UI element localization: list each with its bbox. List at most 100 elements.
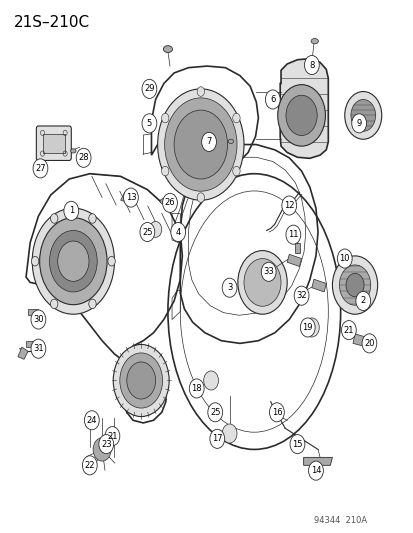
Circle shape: [209, 429, 224, 448]
Circle shape: [161, 114, 169, 123]
Circle shape: [261, 262, 275, 281]
Circle shape: [339, 265, 370, 305]
Polygon shape: [28, 309, 38, 316]
Circle shape: [31, 339, 46, 358]
Polygon shape: [303, 457, 332, 465]
Text: 6: 6: [269, 95, 275, 104]
Text: 7: 7: [206, 138, 211, 147]
FancyBboxPatch shape: [36, 126, 71, 160]
Circle shape: [207, 403, 222, 422]
Circle shape: [82, 456, 97, 475]
Text: 9: 9: [356, 119, 361, 128]
Ellipse shape: [163, 46, 172, 53]
Text: 8: 8: [309, 61, 314, 69]
Text: 18: 18: [191, 384, 202, 393]
Text: 17: 17: [211, 434, 222, 443]
Ellipse shape: [228, 139, 233, 143]
Circle shape: [308, 461, 323, 480]
Circle shape: [142, 114, 157, 133]
Text: 26: 26: [164, 198, 175, 207]
Text: 4: 4: [175, 228, 180, 237]
Ellipse shape: [310, 38, 318, 44]
Text: 1: 1: [69, 206, 74, 215]
Circle shape: [197, 193, 204, 203]
Text: 5: 5: [147, 119, 152, 128]
Text: 30: 30: [33, 315, 44, 324]
Circle shape: [281, 196, 296, 215]
Text: 13: 13: [125, 193, 136, 202]
Circle shape: [57, 241, 89, 281]
Circle shape: [88, 214, 96, 223]
Circle shape: [285, 225, 300, 244]
Circle shape: [31, 256, 39, 266]
Text: 25: 25: [142, 228, 152, 237]
Polygon shape: [120, 192, 133, 203]
Text: 16: 16: [271, 408, 282, 417]
Circle shape: [164, 98, 237, 191]
Bar: [43, 134, 65, 152]
Text: 2: 2: [360, 296, 365, 305]
Circle shape: [345, 273, 363, 297]
Text: 33: 33: [263, 268, 273, 276]
Polygon shape: [311, 279, 325, 292]
Circle shape: [197, 87, 204, 96]
Circle shape: [119, 353, 162, 408]
Text: 3: 3: [226, 283, 232, 292]
Circle shape: [201, 132, 216, 151]
Circle shape: [99, 434, 114, 454]
Circle shape: [50, 214, 58, 223]
Circle shape: [31, 310, 46, 329]
Circle shape: [285, 95, 316, 135]
Circle shape: [108, 256, 115, 266]
Circle shape: [269, 403, 284, 422]
Circle shape: [355, 292, 370, 311]
Circle shape: [277, 85, 325, 146]
Circle shape: [304, 318, 318, 337]
Circle shape: [40, 217, 107, 305]
Circle shape: [222, 278, 237, 297]
Text: 10: 10: [339, 254, 349, 263]
Text: 24: 24: [86, 416, 97, 425]
Circle shape: [142, 79, 157, 99]
Circle shape: [140, 222, 154, 241]
Circle shape: [361, 334, 376, 353]
Circle shape: [126, 362, 155, 399]
Circle shape: [84, 411, 99, 430]
Text: 23: 23: [101, 440, 111, 449]
Text: 15: 15: [292, 440, 302, 449]
Circle shape: [157, 89, 243, 200]
Text: 32: 32: [296, 291, 306, 300]
Polygon shape: [352, 334, 368, 347]
Ellipse shape: [71, 149, 76, 153]
Circle shape: [171, 222, 185, 241]
Circle shape: [265, 90, 280, 109]
Ellipse shape: [160, 199, 167, 204]
Circle shape: [203, 371, 218, 390]
Circle shape: [93, 438, 111, 461]
Text: 28: 28: [78, 154, 89, 163]
Text: 21: 21: [107, 432, 117, 441]
Text: 12: 12: [283, 201, 294, 210]
Circle shape: [123, 188, 138, 207]
Circle shape: [64, 201, 78, 220]
Polygon shape: [295, 243, 299, 253]
Text: 29: 29: [144, 84, 154, 93]
Circle shape: [32, 208, 114, 314]
Circle shape: [50, 299, 58, 309]
Polygon shape: [287, 254, 301, 266]
Circle shape: [341, 320, 356, 340]
Circle shape: [350, 100, 375, 131]
Circle shape: [294, 286, 308, 305]
Circle shape: [113, 344, 169, 417]
Text: 22: 22: [84, 461, 95, 470]
Circle shape: [237, 251, 287, 314]
Polygon shape: [26, 341, 36, 347]
Circle shape: [161, 166, 169, 176]
Polygon shape: [18, 347, 28, 359]
Text: 19: 19: [302, 323, 312, 332]
Circle shape: [222, 424, 237, 443]
Circle shape: [290, 434, 304, 454]
Circle shape: [149, 221, 161, 237]
Circle shape: [33, 159, 48, 178]
Polygon shape: [280, 59, 328, 158]
